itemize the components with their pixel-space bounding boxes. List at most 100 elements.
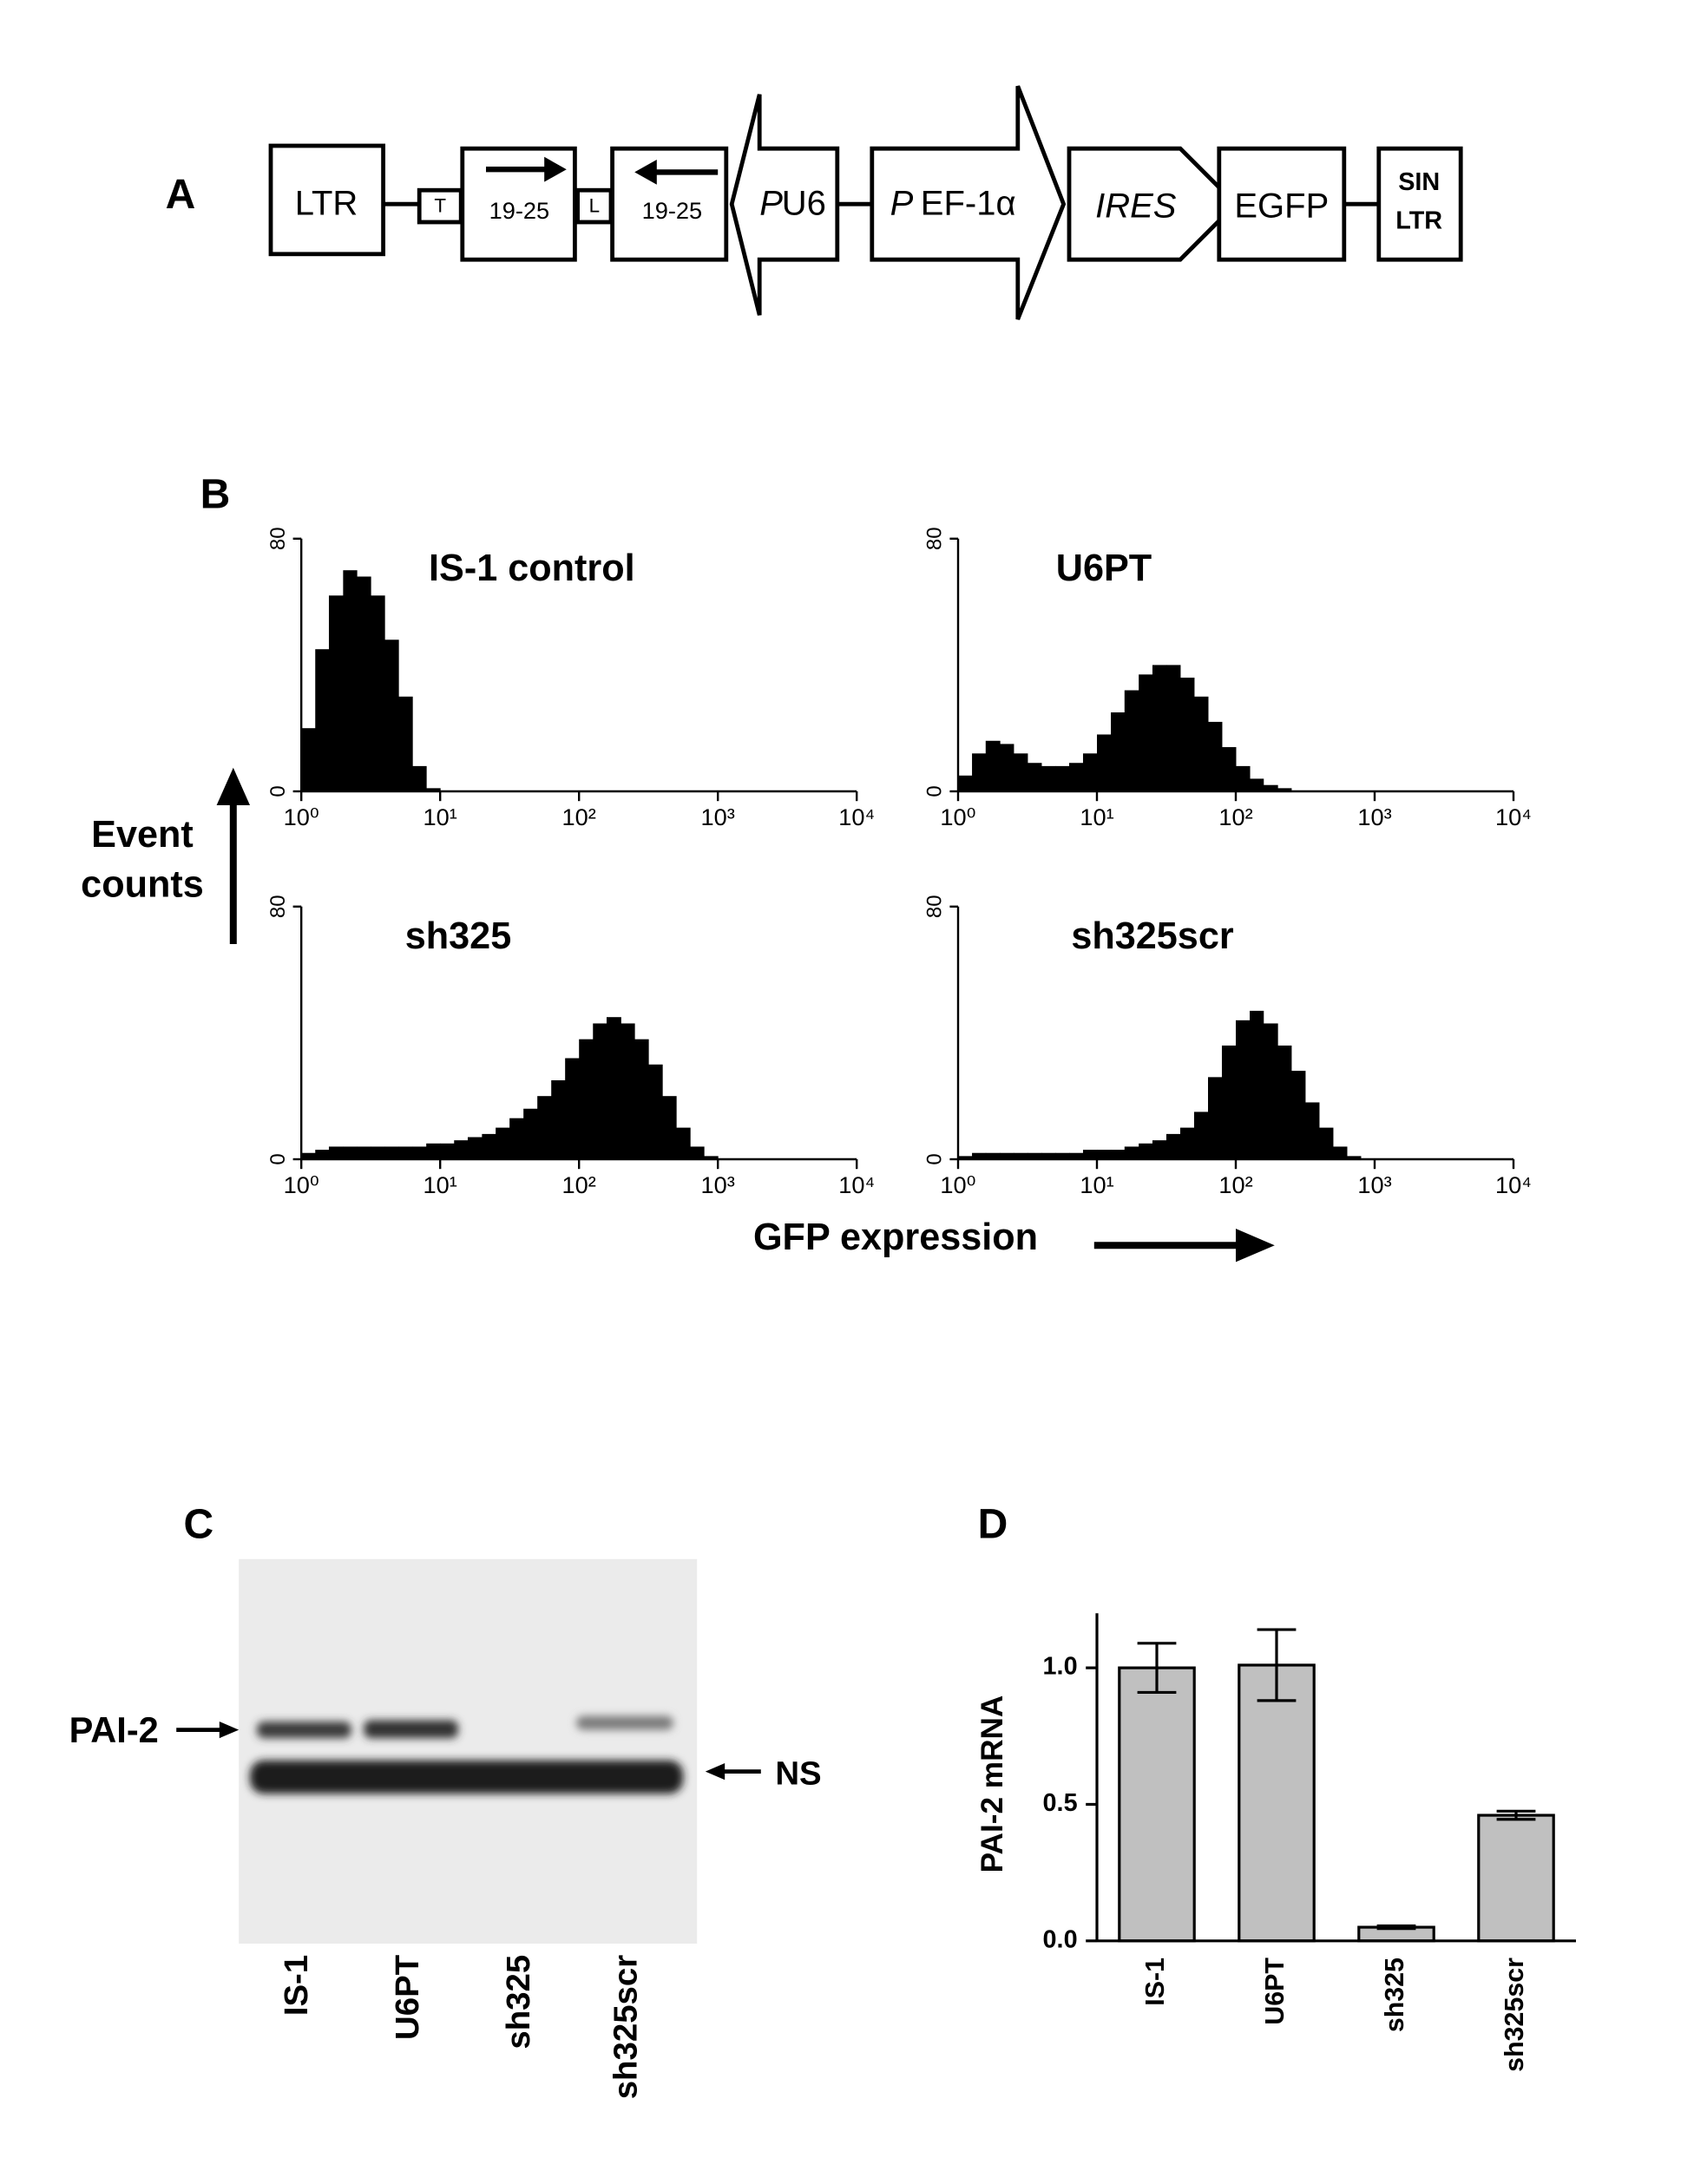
x-tick-label: 10³ bbox=[701, 803, 735, 830]
chart-title: U6PT bbox=[1056, 548, 1152, 589]
element-label: EF-1α bbox=[921, 184, 1016, 222]
histogram-bar bbox=[1041, 765, 1056, 791]
histogram-bar bbox=[398, 696, 413, 791]
y-axis-label-box: Event counts bbox=[81, 814, 204, 906]
x-tick-label: 10⁰ bbox=[284, 1171, 319, 1198]
histogram-bar bbox=[551, 1080, 566, 1159]
element-label: P bbox=[759, 184, 783, 222]
lane-label: sh325scr bbox=[607, 1955, 644, 2100]
histogram-bar bbox=[343, 570, 358, 791]
x-tick-label: 10¹ bbox=[424, 803, 457, 830]
histogram-bar bbox=[1082, 753, 1098, 791]
histogram-bar bbox=[1000, 1152, 1014, 1159]
histogram-bar bbox=[972, 1152, 987, 1159]
histogram-bar bbox=[579, 1039, 594, 1159]
histogram-bar bbox=[565, 1058, 580, 1159]
band-arrow-head bbox=[705, 1763, 726, 1781]
histogram-bar bbox=[1152, 665, 1167, 791]
histogram-bar bbox=[1179, 1127, 1195, 1159]
element-label: 19-25 bbox=[642, 197, 703, 224]
x-tick-label: 10³ bbox=[1357, 1171, 1391, 1198]
histogram-bar bbox=[1236, 765, 1251, 791]
histogram-bar bbox=[1263, 1023, 1278, 1159]
western-blot bbox=[239, 1558, 698, 1944]
histogram-bar bbox=[1304, 1102, 1320, 1159]
histogram-bar bbox=[1250, 778, 1264, 791]
histogram-bar bbox=[1179, 677, 1195, 791]
histogram-bar bbox=[523, 1108, 538, 1159]
histogram-bar bbox=[328, 595, 344, 791]
element-label: U6 bbox=[782, 184, 826, 222]
element-label: L bbox=[589, 194, 600, 216]
x-tick-label: sh325 bbox=[1380, 1958, 1409, 2032]
x-tick-label: 10⁴ bbox=[1495, 803, 1532, 830]
histogram-bar bbox=[315, 1150, 330, 1159]
histogram-bar bbox=[482, 1133, 496, 1159]
element-label: 19-25 bbox=[489, 197, 550, 224]
histogram-bar bbox=[606, 1017, 621, 1159]
histogram-bar bbox=[454, 1140, 469, 1159]
histogram-bar bbox=[1208, 721, 1223, 791]
y-tick-label: 0.0 bbox=[1043, 1925, 1078, 1953]
x-tick-label: 10¹ bbox=[1080, 803, 1113, 830]
y-tick-label: 1.0 bbox=[1043, 1653, 1078, 1681]
histogram-bar bbox=[972, 753, 987, 791]
histogram-bar bbox=[1250, 1010, 1264, 1159]
histogram-bar bbox=[1000, 744, 1014, 791]
x-tick-label: 10¹ bbox=[424, 1171, 457, 1198]
histogram-bar bbox=[1332, 1146, 1348, 1159]
bar bbox=[1118, 1666, 1196, 1943]
lane-label: sh325 bbox=[500, 1955, 537, 2050]
histogram-bar bbox=[1347, 1156, 1362, 1159]
y-tick-label: 80 bbox=[923, 527, 947, 550]
histogram-bar bbox=[1013, 753, 1028, 791]
chart-title: IS-1 control bbox=[429, 548, 635, 589]
element-label: T bbox=[434, 194, 446, 216]
element-label: IRES bbox=[1095, 187, 1177, 226]
histogram-bar bbox=[1208, 1077, 1223, 1159]
histogram-bar bbox=[648, 1064, 663, 1159]
histogram-bar bbox=[1111, 712, 1126, 791]
histogram-bar bbox=[1236, 1020, 1251, 1159]
element-label: LTR bbox=[1395, 207, 1442, 235]
histogram-bar bbox=[1263, 784, 1278, 791]
histogram-bar bbox=[371, 1146, 385, 1159]
y-tick-label: 0.5 bbox=[1043, 1789, 1078, 1817]
x-tick-label: 10² bbox=[1218, 1171, 1252, 1198]
histogram-bar bbox=[1165, 665, 1181, 791]
band-arrow-head bbox=[219, 1722, 240, 1739]
bar bbox=[1477, 1813, 1555, 1943]
histogram-bar bbox=[509, 1118, 524, 1159]
histogram-bar bbox=[315, 649, 330, 791]
y-tick-label: 80 bbox=[266, 895, 290, 918]
histogram-bar bbox=[985, 740, 1001, 791]
histogram-bar bbox=[467, 1137, 483, 1159]
histogram-bar bbox=[593, 1023, 607, 1159]
histogram-bar bbox=[412, 765, 427, 791]
x-tick-label: 10³ bbox=[701, 1171, 735, 1198]
histogram-bar bbox=[1277, 788, 1292, 791]
histogram-bar bbox=[1027, 763, 1042, 791]
x-tick-label: 10⁰ bbox=[940, 803, 975, 830]
histogram-bar bbox=[1152, 1140, 1167, 1159]
histogram-bar bbox=[634, 1039, 649, 1159]
histogram-bar bbox=[662, 1096, 677, 1159]
histogram-bar bbox=[704, 1156, 719, 1159]
histogram-bar bbox=[398, 1146, 413, 1159]
band-label: PAI-2 bbox=[69, 1709, 159, 1750]
x-tick-label: 10⁰ bbox=[284, 803, 319, 830]
element-label: SIN bbox=[1398, 168, 1440, 196]
histogram-bar bbox=[384, 639, 399, 791]
histogram-bar bbox=[1097, 1150, 1112, 1159]
x-tick-label: 10⁴ bbox=[838, 1171, 875, 1198]
histogram-bar bbox=[1221, 1045, 1237, 1159]
histogram-bar bbox=[690, 1146, 705, 1159]
histogram-bar bbox=[440, 1143, 455, 1159]
stem-arrows bbox=[486, 156, 719, 185]
histogram-bar bbox=[1165, 1133, 1181, 1159]
histogram-bar bbox=[328, 1146, 344, 1159]
histogram-bar bbox=[1069, 1152, 1084, 1159]
chart-title: sh325 bbox=[405, 915, 511, 957]
histogram-bar bbox=[1221, 747, 1237, 791]
histogram-bar bbox=[426, 788, 441, 791]
